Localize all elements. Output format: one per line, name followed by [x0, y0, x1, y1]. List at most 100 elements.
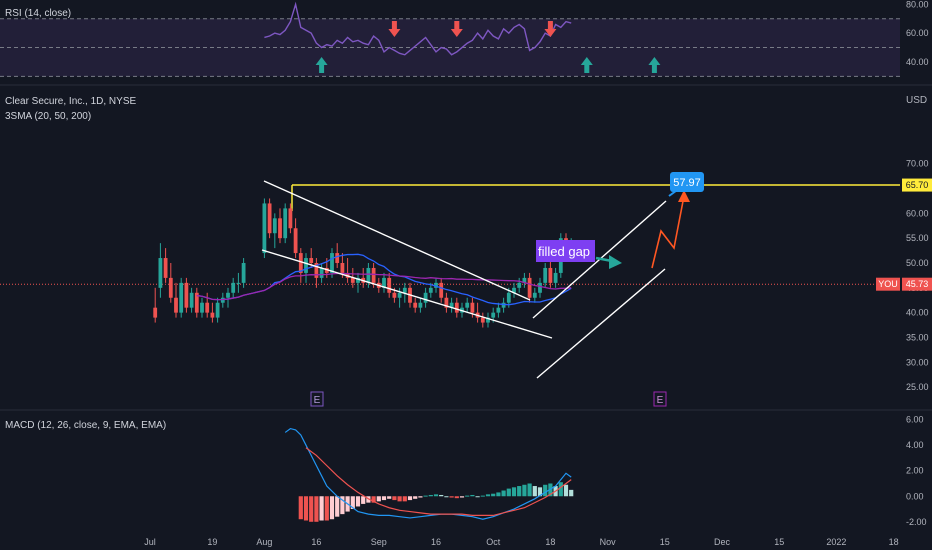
candle [335, 243, 340, 268]
candle [189, 287, 194, 313]
candle-body [330, 253, 334, 273]
macd-histogram-bar [522, 484, 527, 497]
candle-body [501, 302, 506, 308]
candle [428, 282, 433, 298]
candle-body [387, 277, 392, 293]
candle-body [449, 302, 454, 308]
candle-body [335, 253, 340, 263]
macd-histogram-bar [350, 496, 355, 510]
time-axis-tick: 18 [889, 537, 899, 547]
candle [220, 292, 225, 308]
candle-body [262, 203, 267, 254]
candle-body [210, 312, 215, 318]
macd-histogram-bar [428, 494, 433, 497]
candle-body [350, 277, 355, 283]
earnings-marker-nov[interactable]: E [653, 391, 667, 407]
sma-50-line [196, 272, 572, 301]
candle [387, 272, 392, 298]
price-axis-tick: 40.00 [906, 308, 929, 318]
macd-histogram-bar [402, 496, 407, 502]
filled-gap-label: filled gap [538, 244, 590, 259]
candle [465, 297, 470, 313]
candle-body [454, 302, 459, 313]
candle [517, 277, 522, 293]
candle [298, 248, 303, 283]
macd-histogram-bar [433, 494, 439, 497]
price-axis-tick: 25.00 [906, 382, 929, 392]
candle-body [538, 282, 542, 293]
time-axis-tick: Sep [371, 537, 387, 547]
candle-body [527, 277, 532, 298]
candle [241, 258, 246, 288]
candle-body [402, 287, 407, 293]
candle-body [194, 292, 199, 313]
macd-histogram-bar [439, 494, 444, 497]
rsi-axis-tick: 80.00 [906, 0, 929, 9]
candle-body [553, 272, 558, 283]
candle-body [418, 302, 423, 308]
filled-gap-annotation[interactable]: filled gap [536, 240, 622, 269]
macd-histogram-bar [381, 496, 387, 501]
macd-histogram-bar [309, 496, 314, 522]
price-pane: Clear Secure, Inc., 1D, NYSE 3SMA (20, 5… [0, 95, 932, 407]
price-axis-tick: 50.00 [906, 258, 929, 268]
candle-body [532, 292, 537, 298]
candle [314, 258, 319, 288]
price-axis-tick: 55.00 [906, 233, 929, 243]
candle [522, 272, 527, 288]
candle [194, 287, 199, 318]
target-label: 57.97 [673, 177, 701, 189]
target-label-box[interactable]: 57.97 [670, 172, 704, 192]
candle-body [470, 302, 475, 313]
rsi-axis-tick: 40.00 [906, 57, 929, 67]
macd-axis-tick: -2.00 [906, 517, 927, 527]
candle [288, 203, 293, 234]
candle [413, 297, 418, 313]
candle [382, 272, 386, 293]
channel-lower-line[interactable] [261, 249, 553, 339]
currency-label: USD [906, 95, 927, 106]
candle-body [324, 267, 329, 273]
macd-histogram-bar [319, 496, 324, 521]
rsi-label: RSI (14, close) [5, 8, 71, 19]
candle [366, 263, 371, 288]
price-axis-tick: 35.00 [906, 332, 929, 342]
candle [439, 277, 444, 303]
macd-line [284, 427, 572, 520]
macd-histogram-bar [491, 493, 496, 497]
macd-axis: 6.00 4.00 2.00 0.00 -2.00 [906, 415, 927, 527]
candle [210, 302, 215, 323]
candle-body [465, 302, 470, 308]
macd-histogram-bar [480, 495, 485, 497]
macd-histogram-bar [361, 496, 366, 504]
candle [543, 263, 548, 288]
candle [480, 312, 485, 328]
resistance-price-tag: 65.70 [902, 178, 932, 192]
candle [267, 198, 272, 239]
candle [496, 302, 501, 318]
time-axis-tick: Nov [600, 537, 617, 547]
rising-channel-lower-line[interactable] [536, 268, 666, 379]
candle-body [543, 267, 548, 283]
macd-histogram-bar [397, 496, 402, 502]
candle [215, 297, 220, 323]
candle [153, 287, 158, 323]
earnings-marker-aug[interactable]: E [310, 391, 324, 407]
candle [538, 277, 542, 298]
macd-histogram-bar [376, 496, 381, 502]
candle-body [434, 282, 438, 288]
candle [205, 292, 210, 318]
macd-histogram-bar [392, 496, 397, 501]
candle-body [220, 297, 225, 303]
channel-upper-line[interactable] [263, 180, 531, 301]
candle [532, 287, 537, 303]
rsi-down-arrow-icon [544, 21, 557, 37]
candle-body [491, 312, 496, 318]
macd-histogram-bar [459, 496, 465, 498]
candle [200, 297, 204, 318]
candle-body [392, 292, 397, 298]
candle [163, 248, 168, 283]
price-axis-tick: 30.00 [906, 357, 929, 367]
candle [454, 297, 459, 318]
